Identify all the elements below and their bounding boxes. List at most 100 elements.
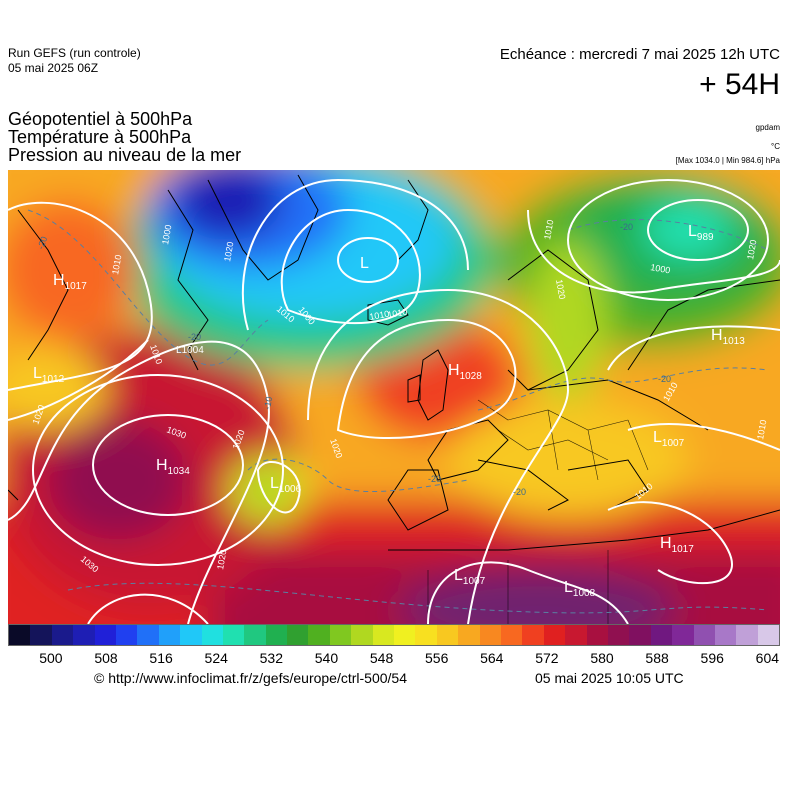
isobars xyxy=(8,178,780,624)
scale-tick-label: 556 xyxy=(424,650,449,666)
pressure-center: L1007 xyxy=(653,429,685,449)
isotherm-label: -20 xyxy=(188,332,201,342)
scale-swatch xyxy=(543,625,566,645)
scale-swatch xyxy=(650,625,673,645)
scale-tick-label: 596 xyxy=(700,650,724,666)
unit-pressure-range: [Max 1034.0 | Min 984.6] hPa xyxy=(675,156,780,165)
pressure-center: H1013 xyxy=(711,327,745,347)
isobar-label: 1010 xyxy=(110,254,123,275)
scale-swatch xyxy=(51,625,74,645)
isobar-label: 1010 xyxy=(542,219,555,240)
variable-temperature: Température à 500hPa xyxy=(8,127,192,147)
scale-swatch xyxy=(394,625,416,645)
scale-swatch xyxy=(415,625,437,645)
scale-tick-label: 500 xyxy=(39,650,63,666)
isobar-label: 1020 xyxy=(222,241,235,262)
weather-map: H1034 H1028 H1017 H1013 H1017 L1012 L100… xyxy=(8,170,780,624)
scale-tick-label: 564 xyxy=(480,650,504,666)
isotherm-labels: -20 -20 -20 -20 -20 -20 -10 xyxy=(35,222,671,497)
scale-swatch xyxy=(607,625,630,645)
scale-swatch xyxy=(329,625,352,645)
isotherm-label: -20 xyxy=(428,474,441,484)
variable-pressure: Pression au niveau de la mer xyxy=(8,145,242,165)
scale-swatch xyxy=(308,625,330,645)
scale-tick-label: 588 xyxy=(645,650,669,666)
scale-swatch xyxy=(180,625,202,645)
scale-swatch xyxy=(158,625,181,645)
isotherm-label: -10 xyxy=(262,396,274,411)
pressure-center: L1008 xyxy=(564,579,596,599)
geopotential-field xyxy=(8,170,780,624)
scale-tick-label: 604 xyxy=(755,650,780,666)
scale-swatch xyxy=(436,625,459,645)
pressure-center: L989 xyxy=(688,223,714,243)
scale-swatch xyxy=(714,625,737,645)
forecast-hour: + 54H xyxy=(699,68,780,101)
scale-tick-label: 532 xyxy=(259,650,284,666)
isobar-label: 1000 xyxy=(650,262,671,275)
scale-swatch xyxy=(629,625,651,645)
issue-time: 05 mai 2025 10:05 UTC xyxy=(535,670,684,686)
scale-tick-label: 572 xyxy=(535,650,559,666)
pressure-center: H1017 xyxy=(660,535,694,555)
pressure-center: L1007 xyxy=(454,567,486,587)
scale-swatch xyxy=(115,625,138,645)
scale-swatch xyxy=(479,625,501,645)
isobar-label: 1010 xyxy=(369,309,390,322)
scale-swatch xyxy=(30,625,52,645)
isobar-label: 1020 xyxy=(215,549,228,570)
scale-swatch xyxy=(522,625,544,645)
scale-swatch xyxy=(351,625,373,645)
scale-swatch xyxy=(94,625,116,645)
pressure-center: L xyxy=(360,255,369,272)
run-date: 05 mai 2025 06Z xyxy=(8,61,99,75)
scale-swatch xyxy=(372,625,395,645)
scale-tick-label: 580 xyxy=(590,650,614,666)
scale-swatch xyxy=(458,625,480,645)
pressure-center: H1017 xyxy=(53,272,87,292)
unit-geopotential: gpdam xyxy=(755,123,780,132)
scale-swatch xyxy=(586,625,608,645)
borders xyxy=(427,399,649,624)
scale-swatch xyxy=(287,625,309,645)
scale-tick-label: 508 xyxy=(94,650,118,666)
scale-swatch xyxy=(565,625,587,645)
pressure-center: L1006 xyxy=(270,475,302,495)
scale-tick-label: 540 xyxy=(314,650,339,666)
isotherm-label: -20 xyxy=(620,222,633,232)
scale-swatch xyxy=(693,625,715,645)
isobar-label: 1020 xyxy=(745,239,758,260)
variable-geopotential: Géopotentiel à 500hPa xyxy=(8,109,193,129)
scale-swatch xyxy=(672,625,694,645)
pressure-center: L1004 xyxy=(176,345,204,356)
pressure-center: L1012 xyxy=(33,365,65,385)
color-scale-bar xyxy=(8,624,780,646)
scale-swatch xyxy=(244,625,266,645)
scale-tick-label: 516 xyxy=(149,650,173,666)
scale-swatch xyxy=(736,625,758,645)
scale-swatch xyxy=(222,625,245,645)
source-credit: © http://www.infoclimat.fr/z/gefs/europe… xyxy=(94,670,408,686)
isobar-label: 1000 xyxy=(160,224,173,245)
unit-temperature: °C xyxy=(771,142,780,151)
scale-swatch xyxy=(500,625,523,645)
run-label: Run GEFS (run controle) xyxy=(8,46,141,60)
isotherm-label: -20 xyxy=(35,235,49,251)
scale-swatch xyxy=(73,625,95,645)
pressure-center: H1028 xyxy=(448,362,482,382)
pressure-centers: H1034 H1028 H1017 H1013 H1017 L1012 L100… xyxy=(33,223,745,599)
scale-tick-label: 524 xyxy=(204,650,228,666)
scale-swatch xyxy=(265,625,288,645)
forecast-valid-time: Echéance : mercredi 7 mai 2025 12h UTC xyxy=(499,46,780,63)
scale-swatch xyxy=(137,625,159,645)
isotherm-label: -20 xyxy=(658,374,671,384)
isobar-label: 1020 xyxy=(554,279,567,300)
scale-swatch xyxy=(757,625,780,645)
isotherm-label: -20 xyxy=(513,487,526,497)
scale-tick-label: 548 xyxy=(369,650,394,666)
isobar-label: 1010 xyxy=(755,419,768,440)
scale-swatch xyxy=(201,625,223,645)
isobar-label: 1010 xyxy=(387,307,408,320)
pressure-center: H1034 xyxy=(156,457,190,477)
scale-swatch xyxy=(9,625,31,645)
